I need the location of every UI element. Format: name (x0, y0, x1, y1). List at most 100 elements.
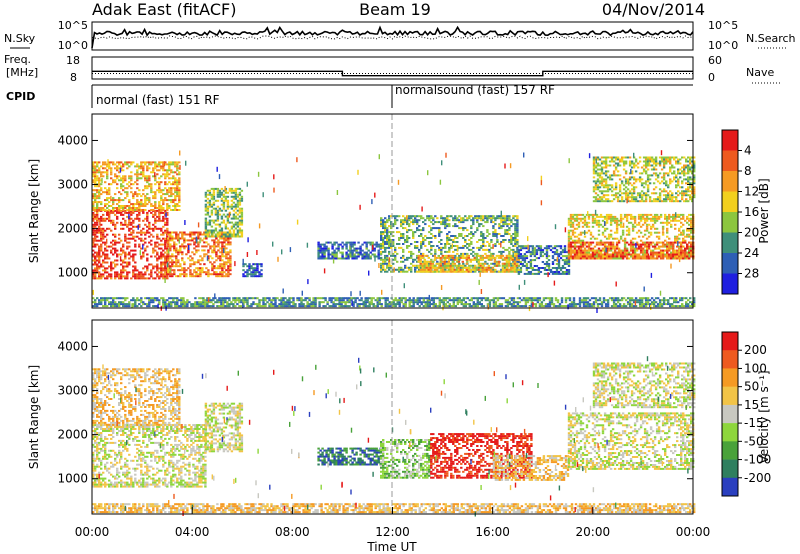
heatmap-cell (317, 257, 320, 260)
heatmap-cell (490, 221, 493, 224)
heatmap-cell (475, 258, 478, 261)
heatmap-cell (142, 189, 145, 192)
heatmap-cell (690, 223, 693, 226)
heatmap-cell (645, 227, 649, 230)
heatmap-cell (234, 217, 238, 220)
heatmap-cell (136, 213, 139, 216)
heatmap-cell (622, 168, 626, 171)
heatmap-cell (102, 269, 105, 272)
heatmap-cell (183, 247, 186, 250)
heatmap-cell (612, 160, 616, 163)
heatmap-cell (573, 219, 577, 222)
heatmap-cell (150, 183, 153, 186)
heatmap-cell (380, 239, 383, 241)
heatmap-cell (181, 231, 184, 234)
heatmap-cell (146, 269, 149, 272)
heatmap-cell (521, 257, 525, 260)
heatmap-cell (179, 265, 182, 268)
heatmap-cell (477, 268, 480, 271)
heatmap-cell (104, 235, 107, 238)
heatmap-cell (616, 164, 620, 167)
heatmap-cell (98, 185, 101, 188)
heatmap-cell (162, 167, 165, 170)
heatmap-cell (156, 275, 159, 278)
heatmap-cell (517, 251, 521, 254)
heatmap-cell (204, 199, 208, 202)
heatmap-cell (215, 253, 218, 256)
heatmap-cell (441, 268, 444, 271)
heatmap-cell (456, 225, 459, 228)
heatmap-cell (507, 264, 511, 267)
heatmap-cell (628, 200, 632, 203)
heatmap-cell (420, 217, 423, 220)
heatmap-cell (185, 239, 188, 242)
heatmap-cell (428, 250, 431, 253)
heatmap-cell (645, 243, 649, 246)
heatmap-cell (482, 225, 485, 228)
heatmap-cell (345, 245, 348, 248)
heatmap-cell (104, 277, 107, 280)
heatmap-cell (688, 249, 691, 252)
heatmap-cell (120, 209, 123, 212)
heatmap-cell (416, 221, 419, 224)
heatmap-cell (92, 255, 95, 258)
heatmap-cell (132, 195, 135, 198)
heatmap-cell (605, 227, 609, 230)
heatmap-cell (480, 219, 483, 222)
heatmap-cell (164, 169, 167, 172)
heatmap-cell (567, 249, 571, 252)
heatmap-cell (94, 229, 97, 232)
heatmap-cell (419, 264, 422, 267)
heatmap-cell (92, 163, 95, 166)
heatmap-cell (110, 173, 113, 176)
heatmap-cell (429, 260, 432, 263)
heatmap-cell (406, 266, 409, 269)
heatmap-cell (226, 199, 230, 202)
heatmap-cell (676, 245, 679, 248)
heatmap-cell (438, 235, 441, 237)
heatmap-cell (557, 267, 561, 269)
heatmap-cell (124, 257, 127, 260)
heatmap-cell (160, 273, 163, 276)
heatmap-cell (148, 199, 151, 202)
heatmap-cell (458, 262, 461, 265)
heatmap-cell (460, 219, 463, 222)
heatmap-cell (459, 270, 462, 273)
heatmap-cell (627, 221, 631, 224)
heatmap-cell (357, 241, 360, 244)
heatmap-cell (223, 241, 226, 244)
heatmap-cell (473, 266, 476, 269)
heatmap-cell (571, 231, 575, 234)
heatmap-cell (472, 264, 475, 267)
heatmap-cell (514, 256, 517, 259)
heatmap-cell (563, 267, 567, 269)
heatmap-cell (174, 207, 177, 209)
heatmap-cell (222, 235, 226, 238)
heatmap-cell (643, 251, 647, 254)
heatmap-cell (609, 253, 613, 256)
heatmap-cell (561, 271, 565, 273)
heatmap-cell (216, 195, 220, 198)
heatmap-cell (118, 209, 121, 211)
heatmap-cell (659, 215, 663, 218)
heatmap-cell (150, 275, 153, 278)
heatmap-cell (386, 237, 389, 239)
heatmap-cell (325, 249, 328, 252)
heatmap-cell (398, 270, 401, 273)
heatmap-cell (651, 225, 655, 228)
heatmap-cell (223, 265, 226, 268)
heatmap-cell (238, 199, 242, 202)
heatmap-cell (589, 231, 593, 234)
heatmap-cell (126, 187, 129, 190)
heatmap-cell (172, 177, 175, 180)
heatmap-cell (377, 257, 380, 260)
heatmap-cell (152, 197, 155, 200)
heatmap-cell (238, 201, 242, 204)
heatmap-cell (450, 235, 453, 237)
heatmap-cell (537, 249, 541, 252)
heatmap-cell (178, 187, 181, 190)
heatmap-cell (535, 253, 539, 256)
heatmap-cell (452, 225, 455, 228)
heatmap-cell (430, 245, 433, 247)
heatmap-cell (398, 243, 401, 245)
